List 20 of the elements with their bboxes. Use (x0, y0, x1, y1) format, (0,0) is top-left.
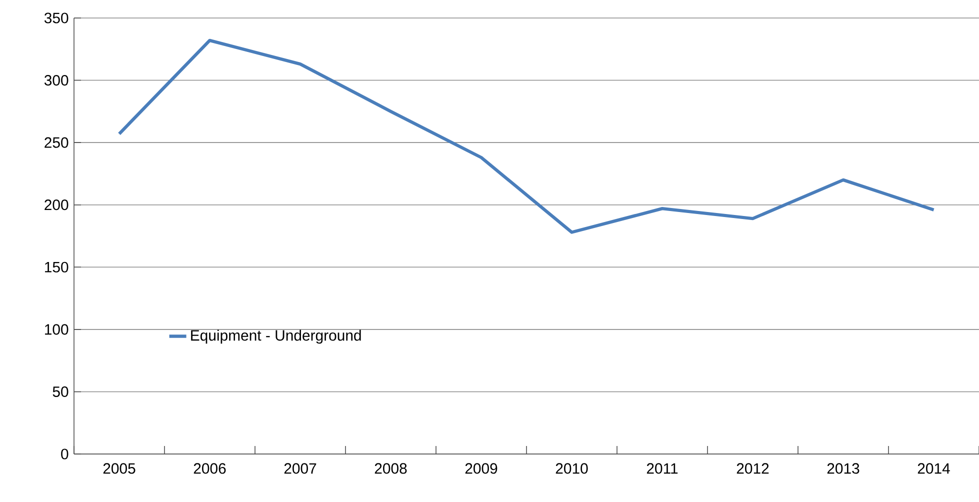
x-tick-label: 2007 (284, 463, 316, 474)
y-tick-label: 150 (45, 262, 68, 272)
x-tick-label: 2006 (194, 463, 226, 474)
x-tick-label: 2011 (646, 463, 678, 474)
x-tick-label: 2008 (374, 463, 407, 474)
legend-label: Equipment - Underground (191, 330, 361, 344)
y-tick-label: 200 (44, 200, 68, 210)
x-tick-label: 2014 (918, 463, 950, 474)
line-series (118, 38, 936, 234)
x-tick-label: 2012 (736, 463, 769, 474)
y-tick-label: 50 (52, 386, 68, 397)
y-tick-label: 350 (44, 12, 68, 24)
y-tick-label: 100 (45, 324, 68, 335)
x-tick-label: 2013 (827, 463, 860, 474)
y-tick-label: 250 (44, 137, 68, 148)
x-tick-label: 2005 (103, 463, 136, 474)
x-tick-label: 2009 (465, 463, 498, 474)
y-tick-label: 0 (61, 448, 68, 460)
y-tick-label: 300 (44, 74, 68, 86)
x-tick-label: 2010 (556, 463, 588, 474)
